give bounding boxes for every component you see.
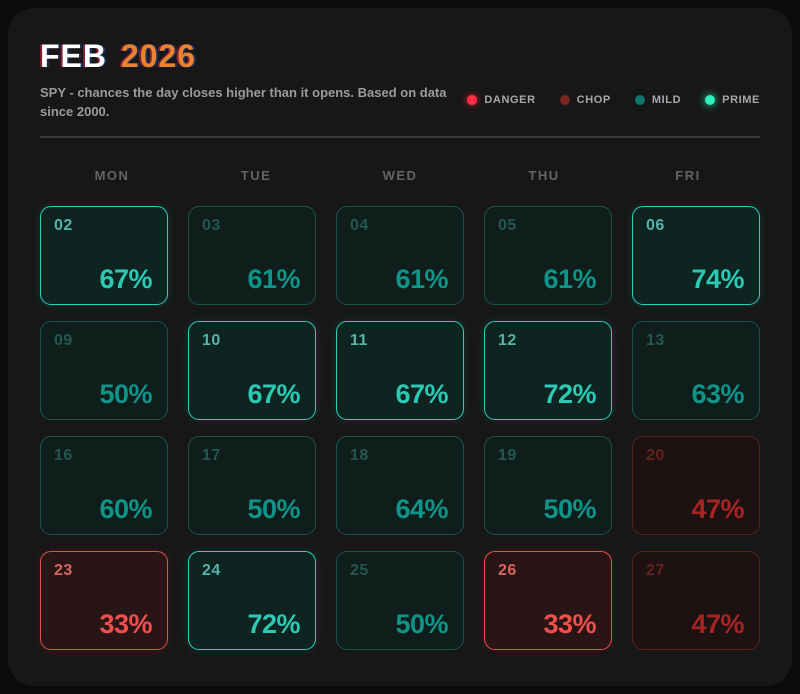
day-cell-09[interactable]: 09 50%	[40, 320, 168, 420]
title-block: FEB 2026 SPY - chances the day closes hi…	[40, 38, 467, 122]
weekday-header-tue: TUE	[240, 167, 272, 183]
page-title: FEB 2026	[40, 38, 467, 74]
day-percentage: 33%	[99, 608, 152, 639]
day-cell-23[interactable]: 23 33%	[40, 550, 168, 650]
day-number: 16	[54, 446, 73, 464]
calendar-grid: 02 67% 03 61% 04 61% 05 61% 06 74%	[40, 205, 760, 650]
subtitle: SPY - chances the day closes higher than…	[40, 84, 447, 120]
day-cell-02[interactable]: 02 67%	[40, 205, 168, 305]
day-percentage: 63%	[691, 378, 744, 409]
day-cell-17[interactable]: 17 50%	[188, 435, 316, 535]
title-year: 2026	[120, 38, 197, 74]
day-cell-10[interactable]: 10 67%	[188, 320, 316, 420]
day-percentage: 72%	[247, 608, 300, 639]
day-percentage: 50%	[99, 378, 152, 409]
day-cell-18[interactable]: 18 64%	[336, 435, 464, 535]
day-cell-25[interactable]: 25 50%	[336, 550, 464, 650]
day-number: 05	[498, 216, 517, 234]
day-number: 17	[202, 446, 221, 464]
calendar-card: FEB 2026 SPY - chances the day closes hi…	[8, 8, 792, 686]
day-number: 13	[646, 331, 665, 349]
day-percentage: 61%	[247, 263, 300, 294]
header-divider	[40, 135, 760, 138]
day-cell-12[interactable]: 12 72%	[484, 320, 612, 420]
day-cell-27[interactable]: 27 47%	[632, 550, 760, 650]
legend-item-danger: DANGER	[467, 94, 535, 106]
day-number: 10	[202, 331, 221, 349]
day-number: 23	[54, 561, 73, 579]
weekday-header-wed: WED	[382, 167, 418, 183]
day-cell-05[interactable]: 05 61%	[484, 205, 612, 305]
day-number: 06	[646, 216, 665, 234]
day-percentage: 50%	[395, 608, 448, 639]
day-cell-13[interactable]: 13 63%	[632, 320, 760, 420]
danger-dot-icon	[467, 94, 478, 105]
legend-label-mild: MILD	[651, 93, 682, 106]
day-percentage: 67%	[99, 263, 152, 294]
day-percentage: 60%	[99, 493, 152, 524]
day-number: 20	[646, 446, 665, 464]
day-percentage: 74%	[691, 263, 744, 294]
day-percentage: 67%	[247, 378, 300, 409]
day-cell-03[interactable]: 03 61%	[188, 205, 316, 305]
legend-item-prime: PRIME	[705, 94, 760, 106]
weekday-header-mon: MON	[94, 167, 130, 183]
day-percentage: 67%	[395, 378, 448, 409]
day-cell-20[interactable]: 20 47%	[632, 435, 760, 535]
mild-dot-icon	[634, 94, 645, 105]
day-number: 02	[54, 216, 73, 234]
day-number: 25	[350, 561, 369, 579]
day-cell-11[interactable]: 11 67%	[336, 320, 464, 420]
legend-label-chop: CHOP	[576, 93, 611, 106]
day-cell-04[interactable]: 04 61%	[336, 205, 464, 305]
day-percentage: 47%	[691, 608, 744, 639]
day-percentage: 47%	[691, 493, 744, 524]
day-number: 12	[498, 331, 517, 349]
legend-item-chop: CHOP	[559, 93, 611, 106]
day-percentage: 33%	[543, 608, 596, 639]
day-percentage: 61%	[543, 263, 596, 294]
day-cell-24[interactable]: 24 72%	[188, 550, 316, 650]
title-month: FEB	[40, 38, 107, 74]
day-percentage: 50%	[543, 493, 596, 524]
day-percentage: 72%	[543, 378, 596, 409]
day-cell-16[interactable]: 16 60%	[40, 435, 168, 535]
day-number: 27	[646, 561, 665, 579]
day-number: 11	[350, 331, 368, 349]
day-percentage: 61%	[395, 263, 448, 294]
legend-item-mild: MILD	[634, 93, 682, 106]
day-percentage: 64%	[395, 493, 448, 524]
day-number: 09	[54, 331, 73, 349]
legend-label-danger: DANGER	[484, 93, 536, 106]
day-cell-19[interactable]: 19 50%	[484, 435, 612, 535]
weekday-header-thu: THU	[528, 167, 560, 183]
weekday-header-fri: FRI	[675, 167, 701, 183]
day-number: 04	[350, 216, 369, 234]
day-cell-26[interactable]: 26 33%	[484, 550, 612, 650]
day-cell-06[interactable]: 06 74%	[632, 205, 760, 305]
header: FEB 2026 SPY - chances the day closes hi…	[40, 38, 760, 122]
day-number: 03	[202, 216, 221, 234]
chop-dot-icon	[559, 94, 570, 105]
day-percentage: 50%	[247, 493, 300, 524]
day-number: 19	[498, 446, 517, 464]
weekday-header-row: MON TUE WED THU FRI	[40, 168, 760, 183]
legend: DANGER CHOP MILD PRIME	[467, 94, 760, 106]
prime-dot-icon	[705, 94, 716, 105]
day-number: 24	[202, 561, 221, 579]
legend-label-prime: PRIME	[722, 93, 760, 106]
day-number: 26	[498, 561, 517, 579]
day-number: 18	[350, 446, 369, 464]
